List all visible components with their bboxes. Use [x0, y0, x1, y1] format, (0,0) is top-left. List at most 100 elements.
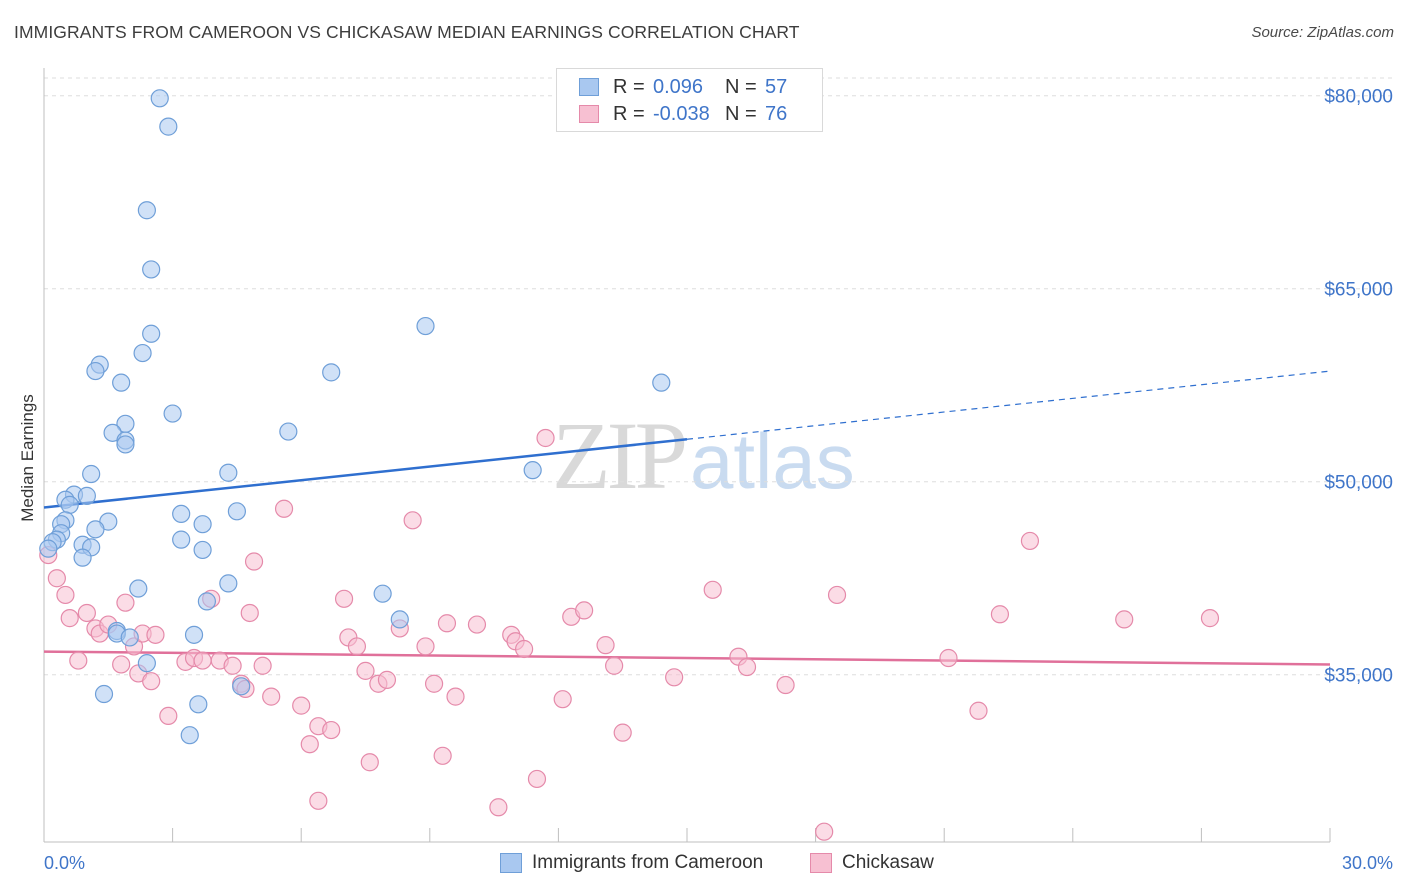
data-point [309, 791, 328, 810]
legend-row-cameroon: R = 0.096 N = 57 [579, 73, 787, 101]
legend-r-value: -0.038 [653, 102, 710, 125]
data-point [56, 585, 75, 605]
data-point [1020, 531, 1040, 551]
bottom-legend-swatch-cameroon [500, 853, 522, 873]
data-point [116, 593, 135, 612]
data-point [969, 701, 988, 720]
x-tick-label-min: 0.0% [44, 853, 85, 873]
data-point [1200, 609, 1220, 628]
chart-title: IMMIGRANTS FROM CAMEROON VS CHICKASAW ME… [14, 22, 800, 42]
data-point [605, 656, 624, 675]
data-point [163, 404, 182, 423]
data-point [142, 324, 161, 343]
data-point [424, 674, 444, 693]
data-point [142, 672, 161, 691]
data-point [227, 502, 246, 521]
data-point [815, 822, 834, 841]
data-point [360, 753, 379, 772]
data-point [240, 603, 259, 623]
data-point [292, 696, 311, 715]
data-point [193, 515, 212, 534]
data-point [172, 530, 191, 549]
data-point [129, 579, 148, 598]
trend-line-extension [686, 370, 1331, 440]
legend-swatch-chickasaw [579, 105, 599, 123]
axes [43, 68, 1331, 843]
data-point [146, 625, 165, 644]
data-point [390, 610, 409, 629]
data-points [39, 89, 1220, 841]
data-point [575, 601, 594, 620]
data-point [159, 117, 178, 136]
y-tick-label: $35,000 [1324, 666, 1393, 687]
data-point [232, 677, 251, 696]
data-point [86, 361, 105, 381]
data-point [515, 639, 534, 659]
legend-swatch-cameroon [579, 78, 599, 96]
data-point [322, 363, 341, 382]
data-point [133, 343, 152, 363]
x-tick-label-max: 30.0% [1342, 853, 1393, 873]
data-point [527, 769, 547, 789]
data-point [39, 539, 58, 558]
data-point [82, 464, 101, 484]
data-point [416, 637, 435, 656]
y-tick-label: $80,000 [1324, 87, 1393, 108]
data-point [489, 798, 508, 817]
data-point [523, 461, 542, 480]
trend-lines [43, 370, 1331, 666]
legend-n-value: 57 [765, 75, 788, 98]
data-point [137, 201, 156, 220]
data-point [77, 486, 96, 505]
bottom-legend-label-cameroon: Immigrants from Cameroon [532, 852, 764, 873]
data-point [189, 695, 208, 714]
data-point [120, 628, 139, 647]
data-point [77, 603, 96, 623]
data-point [159, 706, 178, 726]
data-point [279, 422, 298, 441]
legend-row-chickasaw: R = -0.038 N = 76 [579, 100, 787, 128]
data-point [416, 316, 435, 336]
bottom-legend-swatch-chickasaw [810, 853, 832, 873]
data-point [60, 495, 79, 514]
legend-r-value: 0.096 [653, 75, 704, 98]
data-point [536, 428, 555, 448]
bottom-legend-cameroon: Immigrants from Cameroon [500, 852, 763, 874]
y-axis-label: Median Earnings [18, 394, 37, 522]
data-point [116, 435, 135, 454]
data-point [47, 569, 66, 588]
data-point [322, 720, 341, 740]
data-point [665, 668, 684, 687]
data-point [223, 656, 242, 675]
data-point [737, 657, 757, 677]
data-point [253, 656, 272, 675]
bottom-legend-chickasaw: Chickasaw [810, 852, 934, 874]
data-point [60, 609, 79, 628]
data-point [433, 746, 452, 765]
data-point [219, 574, 238, 593]
data-point [377, 670, 397, 689]
data-point [652, 373, 671, 392]
trend-line [43, 438, 688, 509]
trend-line [43, 650, 1331, 666]
data-point [180, 726, 199, 745]
data-point [446, 687, 465, 706]
y-tick-labels: $35,000 $50,000 $65,000 $80,000 [1324, 87, 1393, 687]
y-tick-label: $50,000 [1324, 473, 1393, 494]
data-point [990, 605, 1010, 624]
legend-r-label: R = [613, 102, 645, 125]
data-point [300, 735, 319, 754]
data-point [403, 511, 422, 530]
legend-n-label: N = [725, 102, 757, 125]
data-point [467, 615, 487, 634]
data-point [193, 540, 212, 560]
data-point [197, 592, 216, 611]
data-point [613, 723, 632, 742]
data-point [193, 651, 212, 670]
data-point [356, 661, 375, 680]
data-point [373, 584, 392, 603]
data-point [437, 614, 457, 633]
data-point [1115, 610, 1134, 629]
data-point [347, 637, 367, 656]
data-point [827, 585, 847, 605]
